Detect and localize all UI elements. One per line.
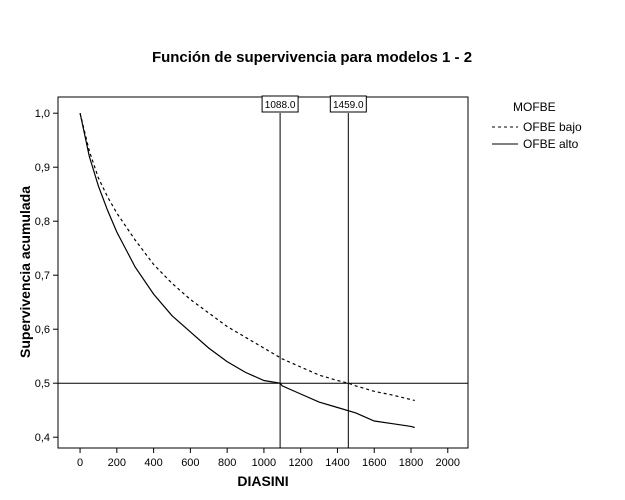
reference-lines: 1088.0 1459.0 bbox=[58, 95, 468, 448]
series-line-ofbe-alto bbox=[79, 113, 415, 429]
x-axis-ticks: 0 200 400 600 800 1000 1200 1400 1600 1800 2000 bbox=[77, 448, 460, 469]
x-tick-label: 200 bbox=[108, 457, 126, 469]
x-tick-label: 600 bbox=[181, 457, 199, 469]
x-tick-label: 800 bbox=[218, 457, 236, 469]
y-tick-label: 0,8 bbox=[35, 216, 50, 228]
plot-area bbox=[57, 96, 469, 449]
x-tick-label: 1000 bbox=[252, 457, 276, 469]
legend-label-ofbe-alto: OFBE alto bbox=[523, 137, 579, 151]
legend-title: MOFBE bbox=[513, 100, 556, 114]
y-tick-label: 0,5 bbox=[35, 378, 50, 390]
series-line-ofbe-bajo bbox=[79, 113, 415, 402]
x-tick-label: 1400 bbox=[325, 457, 349, 469]
reference-label-box bbox=[261, 95, 299, 113]
x-tick-label: 1200 bbox=[288, 457, 312, 469]
y-tick-label: 0,4 bbox=[35, 432, 50, 444]
legend: MOFBE OFBE bajo OFBE alto bbox=[492, 100, 582, 151]
reference-label: 1459.0 bbox=[333, 100, 364, 111]
chart-title: Función de supervivencia para modelos 1 … bbox=[152, 49, 472, 66]
x-tick-label: 2000 bbox=[436, 457, 460, 469]
x-tick-label: 0 bbox=[77, 457, 83, 469]
y-tick-label: 0,6 bbox=[35, 324, 50, 336]
series-layer bbox=[79, 113, 415, 429]
reference-label-box bbox=[329, 95, 367, 113]
x-axis-label: DIASINI bbox=[237, 473, 288, 489]
x-tick-label: 1800 bbox=[399, 457, 423, 469]
y-tick-label: 0,7 bbox=[35, 270, 50, 282]
legend-label-ofbe-bajo: OFBE bajo bbox=[523, 120, 582, 134]
y-axis-ticks: 0,4 0,5 0,6 0,7 0,8 0,9 1,0 bbox=[35, 108, 58, 444]
y-axis-label: Supervivencia acumulada bbox=[17, 186, 33, 358]
reference-label: 1088.0 bbox=[265, 100, 296, 111]
y-tick-label: 1,0 bbox=[35, 108, 50, 120]
y-tick-label: 0,9 bbox=[35, 162, 50, 174]
x-tick-label: 400 bbox=[144, 457, 162, 469]
x-tick-label: 1600 bbox=[362, 457, 386, 469]
